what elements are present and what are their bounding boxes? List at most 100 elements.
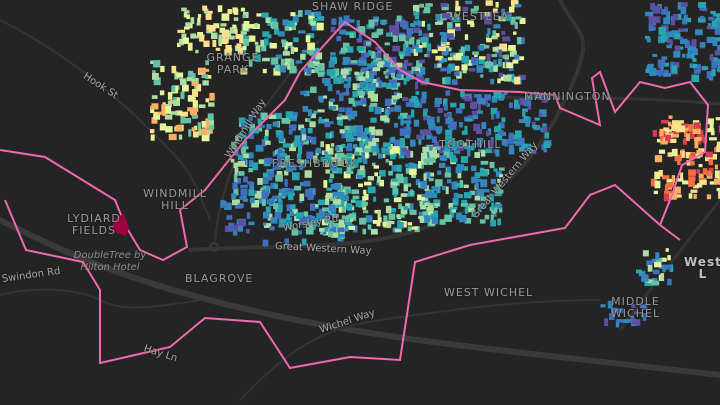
building bbox=[324, 226, 329, 232]
building bbox=[217, 5, 223, 13]
building bbox=[218, 34, 222, 43]
building bbox=[325, 132, 330, 139]
building bbox=[688, 155, 694, 160]
building bbox=[385, 159, 389, 163]
building bbox=[338, 219, 345, 228]
building bbox=[421, 152, 428, 159]
building bbox=[484, 12, 490, 17]
building bbox=[418, 59, 425, 64]
building bbox=[238, 225, 243, 232]
building bbox=[357, 134, 362, 142]
building bbox=[513, 99, 519, 108]
building bbox=[651, 280, 660, 286]
building bbox=[374, 52, 382, 59]
building bbox=[235, 135, 240, 142]
building bbox=[245, 152, 254, 159]
building bbox=[271, 57, 279, 65]
building bbox=[324, 121, 331, 128]
building bbox=[478, 58, 485, 65]
building bbox=[336, 35, 342, 42]
building bbox=[437, 129, 441, 135]
building bbox=[275, 130, 282, 135]
building bbox=[324, 218, 329, 224]
building bbox=[282, 143, 291, 148]
building bbox=[654, 171, 661, 180]
building bbox=[345, 188, 350, 194]
building bbox=[503, 91, 508, 95]
place-label: WEST WICHEL bbox=[444, 286, 534, 299]
building bbox=[394, 123, 398, 128]
building bbox=[292, 14, 299, 23]
building bbox=[656, 138, 663, 143]
building bbox=[367, 91, 375, 99]
building bbox=[410, 48, 418, 54]
building bbox=[689, 45, 697, 51]
building bbox=[372, 220, 381, 224]
building bbox=[261, 199, 266, 207]
building bbox=[711, 68, 716, 77]
building bbox=[435, 55, 443, 61]
building bbox=[502, 36, 511, 42]
building bbox=[296, 153, 302, 160]
building bbox=[197, 18, 201, 23]
building bbox=[331, 18, 337, 25]
building bbox=[187, 42, 193, 51]
building bbox=[351, 154, 355, 161]
building bbox=[651, 258, 658, 263]
building bbox=[353, 225, 358, 233]
building bbox=[359, 217, 367, 225]
building bbox=[427, 43, 432, 52]
building bbox=[479, 219, 486, 224]
building bbox=[494, 126, 501, 133]
building bbox=[307, 49, 314, 55]
building bbox=[348, 219, 352, 226]
building bbox=[318, 119, 326, 124]
building bbox=[374, 143, 379, 148]
building bbox=[541, 96, 547, 103]
building bbox=[465, 118, 473, 122]
building bbox=[710, 131, 715, 136]
building bbox=[498, 93, 505, 99]
building bbox=[267, 213, 273, 221]
building bbox=[714, 27, 720, 35]
building bbox=[501, 117, 506, 123]
building bbox=[674, 62, 680, 68]
building bbox=[492, 8, 498, 14]
building bbox=[221, 13, 230, 21]
building bbox=[609, 312, 615, 320]
building bbox=[675, 178, 684, 182]
building bbox=[716, 145, 720, 152]
building bbox=[375, 80, 383, 89]
building bbox=[415, 179, 421, 186]
building bbox=[449, 52, 456, 59]
building bbox=[201, 121, 206, 127]
building bbox=[469, 190, 476, 196]
building bbox=[258, 124, 265, 128]
building bbox=[470, 23, 475, 28]
building bbox=[398, 51, 405, 57]
building bbox=[419, 3, 424, 8]
building bbox=[376, 77, 380, 83]
building bbox=[649, 68, 657, 76]
building bbox=[663, 193, 671, 202]
building bbox=[345, 145, 353, 152]
building bbox=[391, 136, 395, 141]
building bbox=[698, 2, 706, 8]
building bbox=[341, 131, 346, 139]
building bbox=[691, 74, 700, 82]
building bbox=[457, 172, 462, 179]
building bbox=[330, 26, 336, 33]
building bbox=[670, 16, 675, 21]
building bbox=[527, 105, 532, 110]
building bbox=[417, 21, 423, 27]
building bbox=[313, 220, 318, 227]
building bbox=[419, 129, 426, 134]
building bbox=[659, 264, 666, 269]
building bbox=[471, 57, 477, 64]
building bbox=[480, 196, 487, 201]
building bbox=[714, 178, 720, 185]
building bbox=[200, 34, 205, 39]
building bbox=[295, 60, 303, 64]
building bbox=[238, 117, 246, 124]
